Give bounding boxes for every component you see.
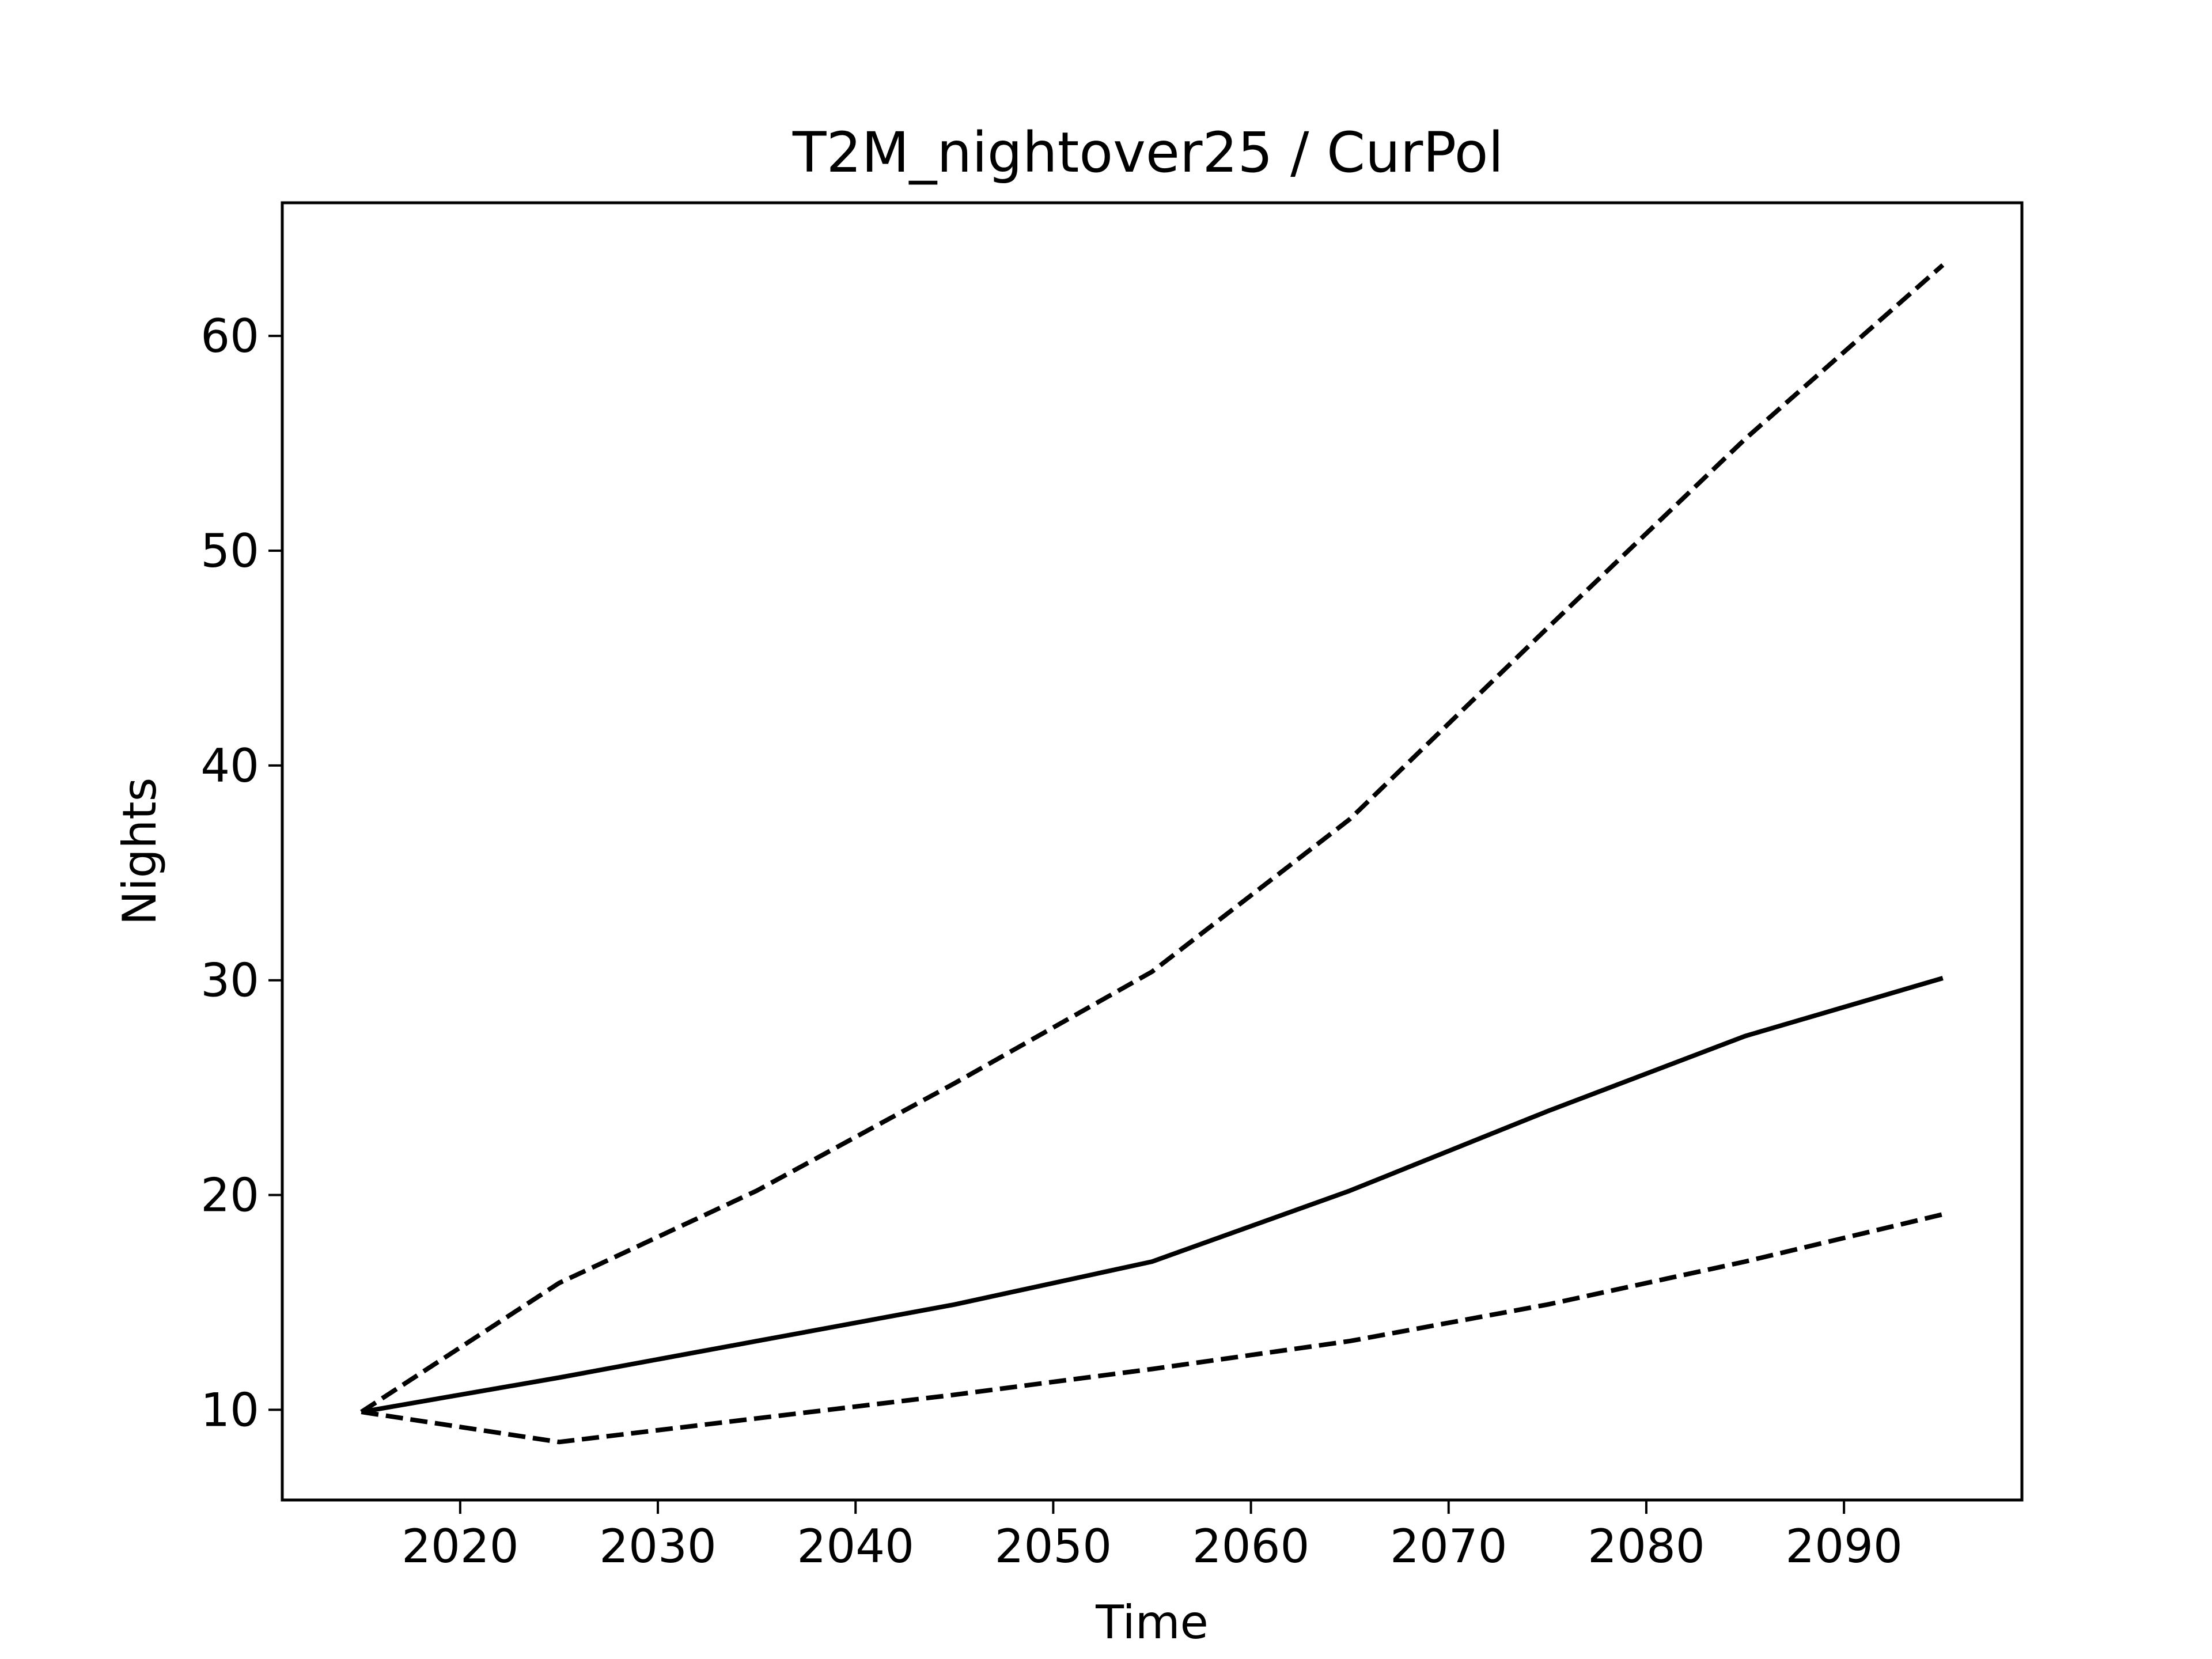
- chart-title: T2M_nightover25 / CurPol: [792, 120, 1503, 185]
- x-tick-label: 2030: [599, 1520, 717, 1573]
- y-tick-label: 10: [200, 1383, 259, 1437]
- y-tick-label: 20: [200, 1169, 259, 1222]
- x-tick-label: 2050: [995, 1520, 1112, 1573]
- y-axis-ticks: 10 20 30 40 50 60: [200, 309, 282, 1437]
- y-tick-label: 60: [200, 309, 259, 363]
- series-line-3-dashed: [361, 1212, 1944, 1445]
- x-axis-ticks: 2020 2030 2040 2050 2060 2070 2080 2090: [402, 1500, 1903, 1573]
- x-tick-label: 2040: [797, 1520, 914, 1573]
- x-tick-label: 2020: [402, 1520, 519, 1573]
- x-tick-label: 2070: [1390, 1520, 1508, 1573]
- y-axis-label: Nights: [113, 778, 166, 926]
- y-tick-label: 40: [200, 739, 259, 793]
- y-tick-label: 50: [200, 524, 259, 578]
- series-layer: [360, 263, 1945, 1445]
- plot-frame: [281, 201, 2024, 1502]
- x-tick-label: 2060: [1192, 1520, 1310, 1573]
- series-line-2-dashed: [360, 263, 1945, 1414]
- x-tick-label: 2080: [1588, 1520, 1705, 1573]
- x-axis-label: Time: [1095, 1596, 1209, 1649]
- series-line-1-solid: [361, 976, 1944, 1415]
- y-tick-label: 30: [200, 954, 259, 1007]
- x-tick-label: 2090: [1785, 1520, 1903, 1573]
